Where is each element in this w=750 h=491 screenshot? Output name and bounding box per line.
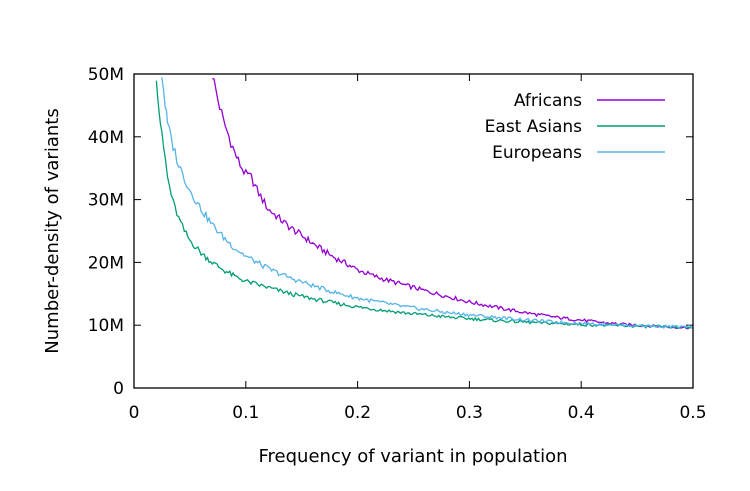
series-line-africans <box>212 77 693 330</box>
x-tick-label: 0 <box>129 403 140 423</box>
y-tick-label: 10M <box>88 316 124 336</box>
x-tick-label: 0.2 <box>344 403 371 423</box>
x-axis-ticks: 0 0.1 0.2 0.3 0.4 0.5 <box>129 74 707 423</box>
series-layer <box>155 77 693 330</box>
x-tick-label: 0.3 <box>456 403 483 423</box>
x-tick-label: 0.1 <box>232 403 259 423</box>
series-line-europeans <box>161 77 693 329</box>
y-tick-label: 20M <box>88 253 124 273</box>
legend: Africans East Asians Europeans <box>485 91 665 163</box>
legend-label: Europeans <box>492 143 582 163</box>
y-axis-ticks: 0 10M 20M 30M 40M 50M <box>88 65 693 399</box>
y-tick-label: 50M <box>88 65 124 85</box>
y-axis-label: Number-density of variants <box>42 108 63 353</box>
x-tick-label: 0.4 <box>568 403 595 423</box>
y-tick-label: 30M <box>88 191 124 211</box>
series-line-east-asians <box>155 80 693 329</box>
legend-label: East Asians <box>485 117 582 137</box>
y-tick-label: 40M <box>88 128 124 148</box>
x-tick-label: 0.5 <box>679 403 706 423</box>
x-axis-label: Frequency of variant in population <box>259 446 568 467</box>
plot-frame <box>133 73 694 389</box>
legend-label: Africans <box>514 91 582 111</box>
y-tick-label: 0 <box>113 379 124 399</box>
